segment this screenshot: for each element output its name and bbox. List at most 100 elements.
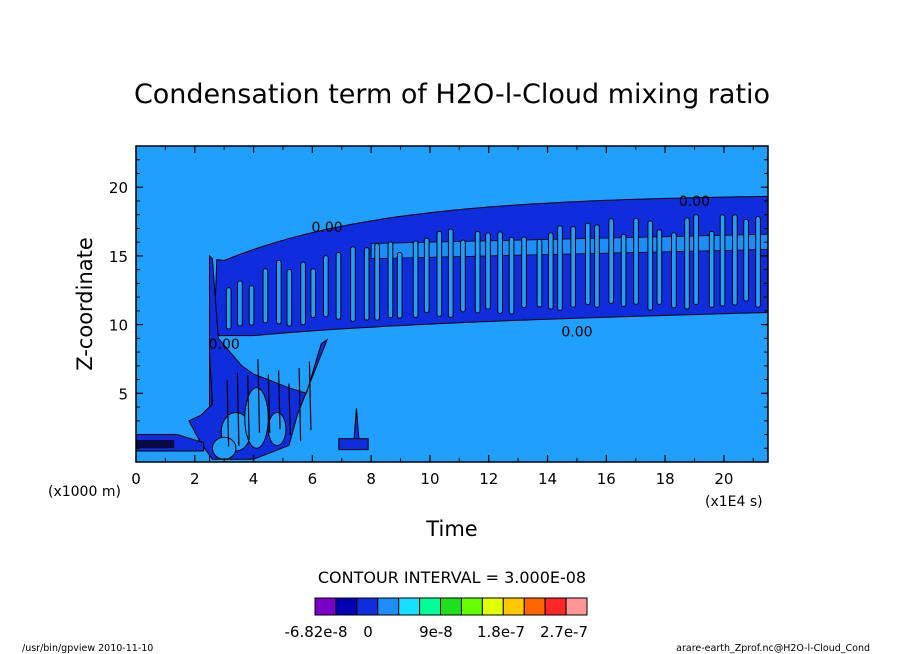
convective-streak	[671, 232, 677, 309]
contour-label: 0.00	[561, 324, 592, 340]
convective-streak	[286, 268, 293, 327]
colorbar-swatch	[523, 597, 546, 616]
y-tick-label: 15	[109, 248, 128, 266]
convective-streak	[350, 246, 356, 322]
convective-streak	[485, 232, 491, 310]
convective-streak	[684, 217, 690, 310]
x-tick-label: 8	[366, 470, 376, 488]
convective-streak	[547, 232, 554, 310]
convective-streak	[460, 239, 466, 313]
transition-streak	[226, 380, 230, 447]
x-axis-label: Time	[425, 517, 477, 541]
contour-interval-label: CONTOUR INTERVAL = 3.000E-08	[318, 568, 586, 587]
colorbar-swatch	[377, 597, 400, 616]
convective-streak	[423, 237, 430, 314]
x-tick-label: 4	[249, 470, 259, 488]
colorbar-swatch	[502, 597, 525, 616]
convective-streak	[743, 218, 749, 302]
convective-streak	[363, 247, 370, 321]
clear-patch	[211, 436, 237, 460]
transition-streak	[267, 374, 271, 434]
transition-streak	[308, 361, 312, 431]
y-unit-label: (x1000 m)	[48, 484, 121, 500]
convective-streak	[508, 236, 515, 315]
x-tick-label: 0	[131, 470, 141, 488]
convective-streak	[521, 236, 527, 309]
convective-streak	[719, 214, 726, 307]
convective-streak	[557, 225, 563, 311]
convective-streak	[708, 230, 715, 308]
y-axis-label: Z-coordinate	[73, 237, 97, 371]
x-tick-label: 10	[420, 470, 439, 488]
convective-streak	[335, 251, 342, 320]
convective-streak	[396, 251, 403, 319]
convective-streak	[275, 259, 282, 325]
transition-streak	[288, 383, 291, 436]
convective-streak	[225, 287, 232, 330]
convective-streak	[237, 280, 243, 327]
clear-patch	[267, 412, 287, 447]
x-tick-label: 6	[308, 470, 318, 488]
x-tick-label: 16	[597, 470, 616, 488]
y-tick-label: 10	[109, 317, 128, 335]
cloud-transition	[188, 254, 329, 460]
colorbar-swatch	[356, 597, 379, 616]
plot-area: 0.00 0.00 0.00 0.00	[135, 145, 769, 463]
transition-streak	[277, 370, 281, 430]
colorbar-tick-label: 0	[363, 623, 373, 641]
surface-dark-band	[136, 440, 175, 449]
convective-streak	[656, 229, 663, 305]
x-tick-label: 12	[479, 470, 498, 488]
colorbar: -6.82e-8 0 9e-8 1.8e-7 2.7e-7	[285, 597, 588, 641]
convective-streak	[474, 230, 481, 314]
chart-title: Condensation term of H2O-l-Cloud mixing …	[134, 79, 770, 110]
colorbar-swatch	[419, 597, 442, 616]
footer-left: /usr/bin/gpview 2010-11-10	[22, 643, 153, 654]
contour-label: 0.00	[311, 220, 342, 236]
colorbar-swatch	[544, 597, 567, 616]
convective-streak	[536, 238, 543, 308]
y-tick-label: 20	[109, 179, 128, 197]
convective-streak	[693, 214, 699, 306]
convective-streak	[620, 233, 627, 307]
convective-streak	[322, 255, 329, 318]
contour-label: 0.00	[209, 337, 240, 353]
x-tick-label: 18	[656, 470, 675, 488]
x-unit-label: (x1E4 s)	[705, 494, 763, 510]
convective-streak	[436, 230, 443, 317]
contour-lines: 0.00 0.00 0.00 0.00	[209, 194, 761, 451]
convective-streak	[584, 222, 591, 306]
colorbar-swatch	[565, 597, 588, 616]
convective-streak	[755, 215, 761, 308]
convective-streak	[647, 220, 654, 311]
convective-streak	[310, 268, 317, 319]
convective-streak	[374, 243, 380, 321]
colorbar-tick-label: -6.82e-8	[285, 623, 348, 641]
convective-streak	[570, 225, 577, 308]
convective-streak	[732, 214, 738, 306]
x-tick-label: 14	[538, 470, 557, 488]
colorbar-swatch	[460, 597, 483, 616]
transition-streak	[298, 368, 302, 441]
convective-streak	[300, 261, 306, 326]
colorbar-swatch	[398, 597, 421, 616]
colorbar-swatch	[440, 597, 462, 616]
convective-streak	[608, 218, 615, 305]
y-axis: 5 10 15 20	[109, 159, 768, 449]
colorbar-tick-label: 9e-8	[419, 623, 453, 641]
colorbar-tick-label: 1.8e-7	[477, 623, 525, 641]
colorbar-tick-label: 2.7e-7	[540, 623, 588, 641]
convective-streak	[248, 285, 255, 326]
transition-streak	[236, 372, 240, 447]
y-tick-label: 5	[118, 385, 128, 403]
x-tick-label: 20	[714, 470, 733, 488]
colorbar-swatch	[481, 597, 504, 616]
convective-streak	[633, 217, 639, 305]
footer-right: arare-earth_Zprof.nc@H2O-l-Cloud_Cond	[676, 643, 870, 654]
contour-label: 0.00	[679, 194, 710, 210]
plot-frame	[135, 145, 769, 463]
convective-streak	[594, 224, 600, 308]
colorbar-swatch	[314, 597, 337, 616]
transition-streak	[247, 375, 250, 440]
